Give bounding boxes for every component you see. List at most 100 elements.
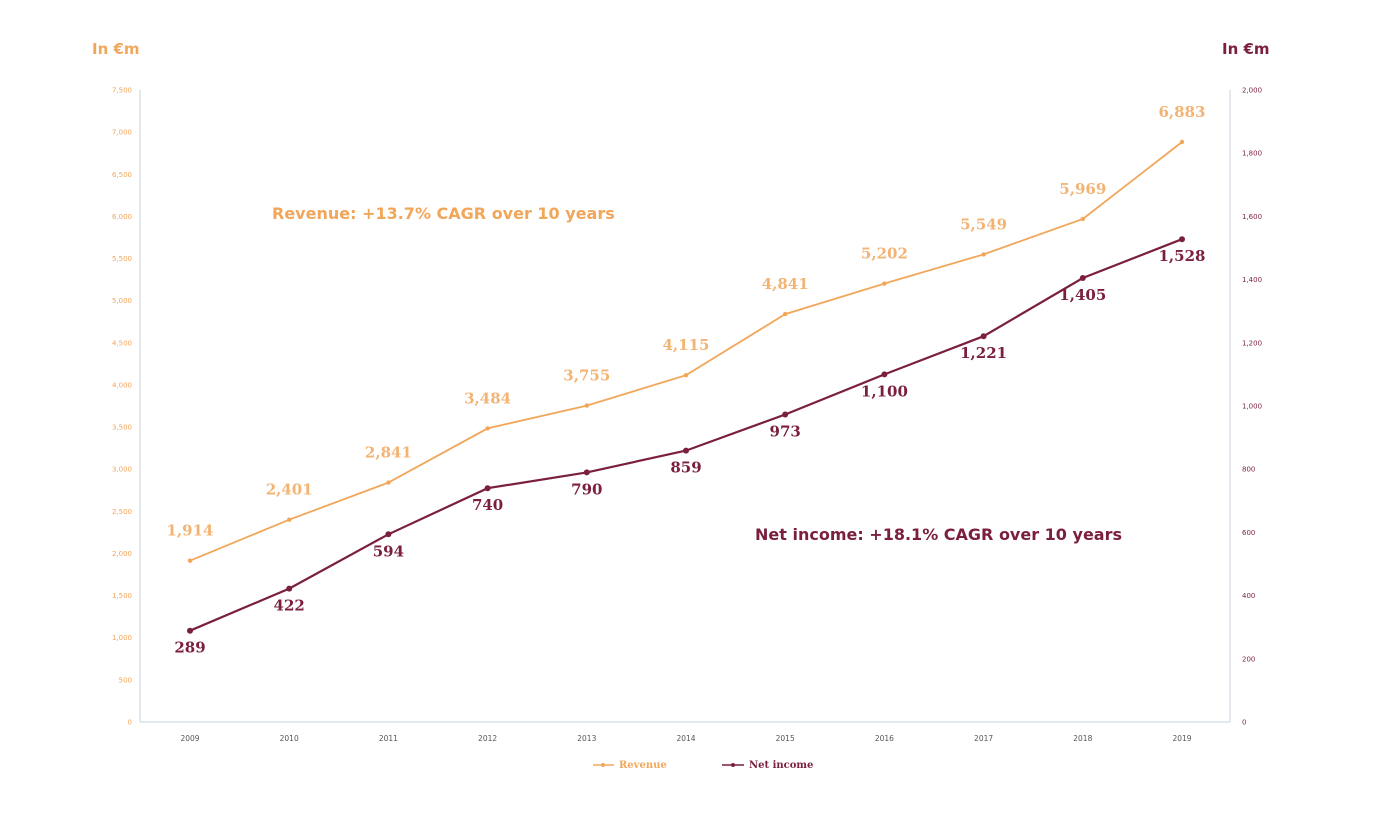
net-income-data-label: 790 xyxy=(571,480,602,498)
net-income-point xyxy=(980,333,987,340)
net-income-point xyxy=(1179,236,1185,243)
x-tick-label: 2011 xyxy=(379,734,398,743)
x-tick-label: 2015 xyxy=(776,734,795,743)
x-tick-label: 2016 xyxy=(875,734,894,743)
left-tick-label: 5,000 xyxy=(112,297,132,305)
net-income-data-label: 859 xyxy=(670,459,701,477)
revenue-data-label: 5,549 xyxy=(960,215,1007,233)
net-income-point xyxy=(881,371,888,378)
revenue-series: 1,914 2,401 2,841 3,484 3,755 4,115 4,841 5,202… xyxy=(167,103,1206,563)
left-axis-ticks: 0 500 1,000 1,500 2,000 2,500 3,000 3,500 4,000 4… xyxy=(112,87,132,727)
net-income-point xyxy=(385,531,392,538)
left-tick-label: 3,000 xyxy=(112,466,132,474)
revenue-point xyxy=(287,517,292,522)
revenue-data-label: 6,883 xyxy=(1159,103,1206,121)
left-tick-label: 6,000 xyxy=(112,213,132,221)
revenue-point xyxy=(683,373,689,378)
revenue-data-label: 1,914 xyxy=(167,522,214,540)
series-layer: 1,914 2,401 2,841 3,484 3,755 4,115 4,841 5,202… xyxy=(167,103,1206,657)
revenue-point xyxy=(386,480,391,485)
right-tick-label: 1,000 xyxy=(1242,403,1262,411)
net-income-point xyxy=(1079,275,1086,281)
left-tick-label: 7,000 xyxy=(112,129,132,137)
legend: Revenue Net income xyxy=(593,760,813,771)
revenue-data-label: 3,484 xyxy=(464,389,511,407)
net-income-data-label: 1,405 xyxy=(1059,286,1106,304)
revenue-data-label: 5,202 xyxy=(861,245,908,263)
net-income-point xyxy=(187,627,193,634)
net-income-data-label: 1,100 xyxy=(861,382,908,400)
legend-revenue-label: Revenue xyxy=(619,760,667,771)
net-income-point xyxy=(583,469,590,476)
right-tick-label: 200 xyxy=(1242,655,1255,663)
revenue-cagr-annotation: Revenue: +13.7% CAGR over 10 years xyxy=(272,204,615,223)
revenue-data-label: 2,841 xyxy=(365,444,412,462)
right-tick-label: 400 xyxy=(1242,592,1255,600)
legend-revenue-marker xyxy=(601,763,605,767)
right-tick-label: 800 xyxy=(1242,466,1255,474)
net-income-data-label: 289 xyxy=(174,639,205,657)
x-tick-label: 2017 xyxy=(974,734,993,743)
revenue-point xyxy=(1080,216,1086,222)
revenue-point xyxy=(783,311,788,317)
x-tick-label: 2012 xyxy=(478,734,497,743)
x-tick-label: 2019 xyxy=(1172,734,1191,743)
left-tick-label: 500 xyxy=(119,676,132,684)
net-income-series: 289 422 594 740 790 859 973 1,100 1,221 1,405 1,52… xyxy=(174,236,1205,657)
revenue-data-label: 4,115 xyxy=(663,336,710,354)
left-tick-label: 1,500 xyxy=(112,592,132,600)
net-income-cagr-annotation: Net income: +18.1% CAGR over 10 years xyxy=(755,525,1122,544)
right-tick-label: 1,400 xyxy=(1242,276,1262,284)
net-income-data-label: 1,221 xyxy=(960,344,1007,362)
revenue-data-label: 4,841 xyxy=(762,275,809,293)
x-tick-label: 2009 xyxy=(180,734,199,743)
right-tick-label: 2,000 xyxy=(1242,87,1262,95)
revenue-point xyxy=(1179,139,1185,145)
net-income-data-label: 740 xyxy=(472,496,503,514)
revenue-point xyxy=(584,403,589,408)
revenue-data-label: 5,969 xyxy=(1059,180,1106,198)
left-tick-label: 7,500 xyxy=(112,87,132,95)
net-income-point xyxy=(782,411,789,418)
revenue-point xyxy=(485,426,490,431)
left-tick-label: 1,000 xyxy=(112,634,132,642)
x-tick-label: 2014 xyxy=(676,734,695,743)
net-income-data-label: 422 xyxy=(274,597,305,615)
net-income-data-label: 1,528 xyxy=(1159,247,1206,265)
right-tick-label: 1,600 xyxy=(1242,213,1262,221)
revenue-point xyxy=(882,281,887,286)
left-tick-label: 3,500 xyxy=(112,424,132,432)
right-axis-unit-label: In €m xyxy=(1222,40,1270,58)
revenue-data-label: 2,401 xyxy=(266,481,313,499)
legend-net-income-label: Net income xyxy=(749,760,813,771)
net-income-point xyxy=(683,447,689,454)
revenue-point xyxy=(187,558,193,563)
right-axis-ticks: 0 200 400 600 800 1,000 1,200 1,400 1,600 1,800 2,… xyxy=(1242,87,1262,727)
x-tick-label: 2018 xyxy=(1073,734,1092,743)
right-tick-label: 1,800 xyxy=(1242,150,1262,158)
left-tick-label: 0 xyxy=(128,719,132,727)
left-tick-label: 2,000 xyxy=(112,550,132,558)
left-axis-unit-label: In €m xyxy=(92,40,140,58)
net-income-data-label: 594 xyxy=(373,542,404,560)
net-income-point xyxy=(484,485,491,492)
right-tick-label: 600 xyxy=(1242,529,1255,537)
left-tick-label: 4,000 xyxy=(112,381,132,389)
x-tick-label: 2010 xyxy=(280,734,299,743)
right-tick-label: 0 xyxy=(1242,719,1246,727)
net-income-data-label: 973 xyxy=(770,423,801,441)
left-tick-label: 2,500 xyxy=(112,508,132,516)
right-tick-label: 1,200 xyxy=(1242,339,1262,347)
x-tick-label: 2013 xyxy=(577,734,596,743)
legend-net-income-marker xyxy=(731,763,735,767)
left-tick-label: 4,500 xyxy=(112,339,132,347)
revenue-point xyxy=(981,252,986,257)
net-income-point xyxy=(286,585,293,592)
x-axis-ticks: 2009 2010 2011 2012 2013 2014 2015 2016 2017 2018… xyxy=(180,734,1191,743)
left-tick-label: 5,500 xyxy=(112,255,132,263)
axes xyxy=(139,90,1231,723)
left-tick-label: 6,500 xyxy=(112,171,132,179)
revenue-data-label: 3,755 xyxy=(563,367,610,385)
net-income-line xyxy=(189,238,1183,632)
